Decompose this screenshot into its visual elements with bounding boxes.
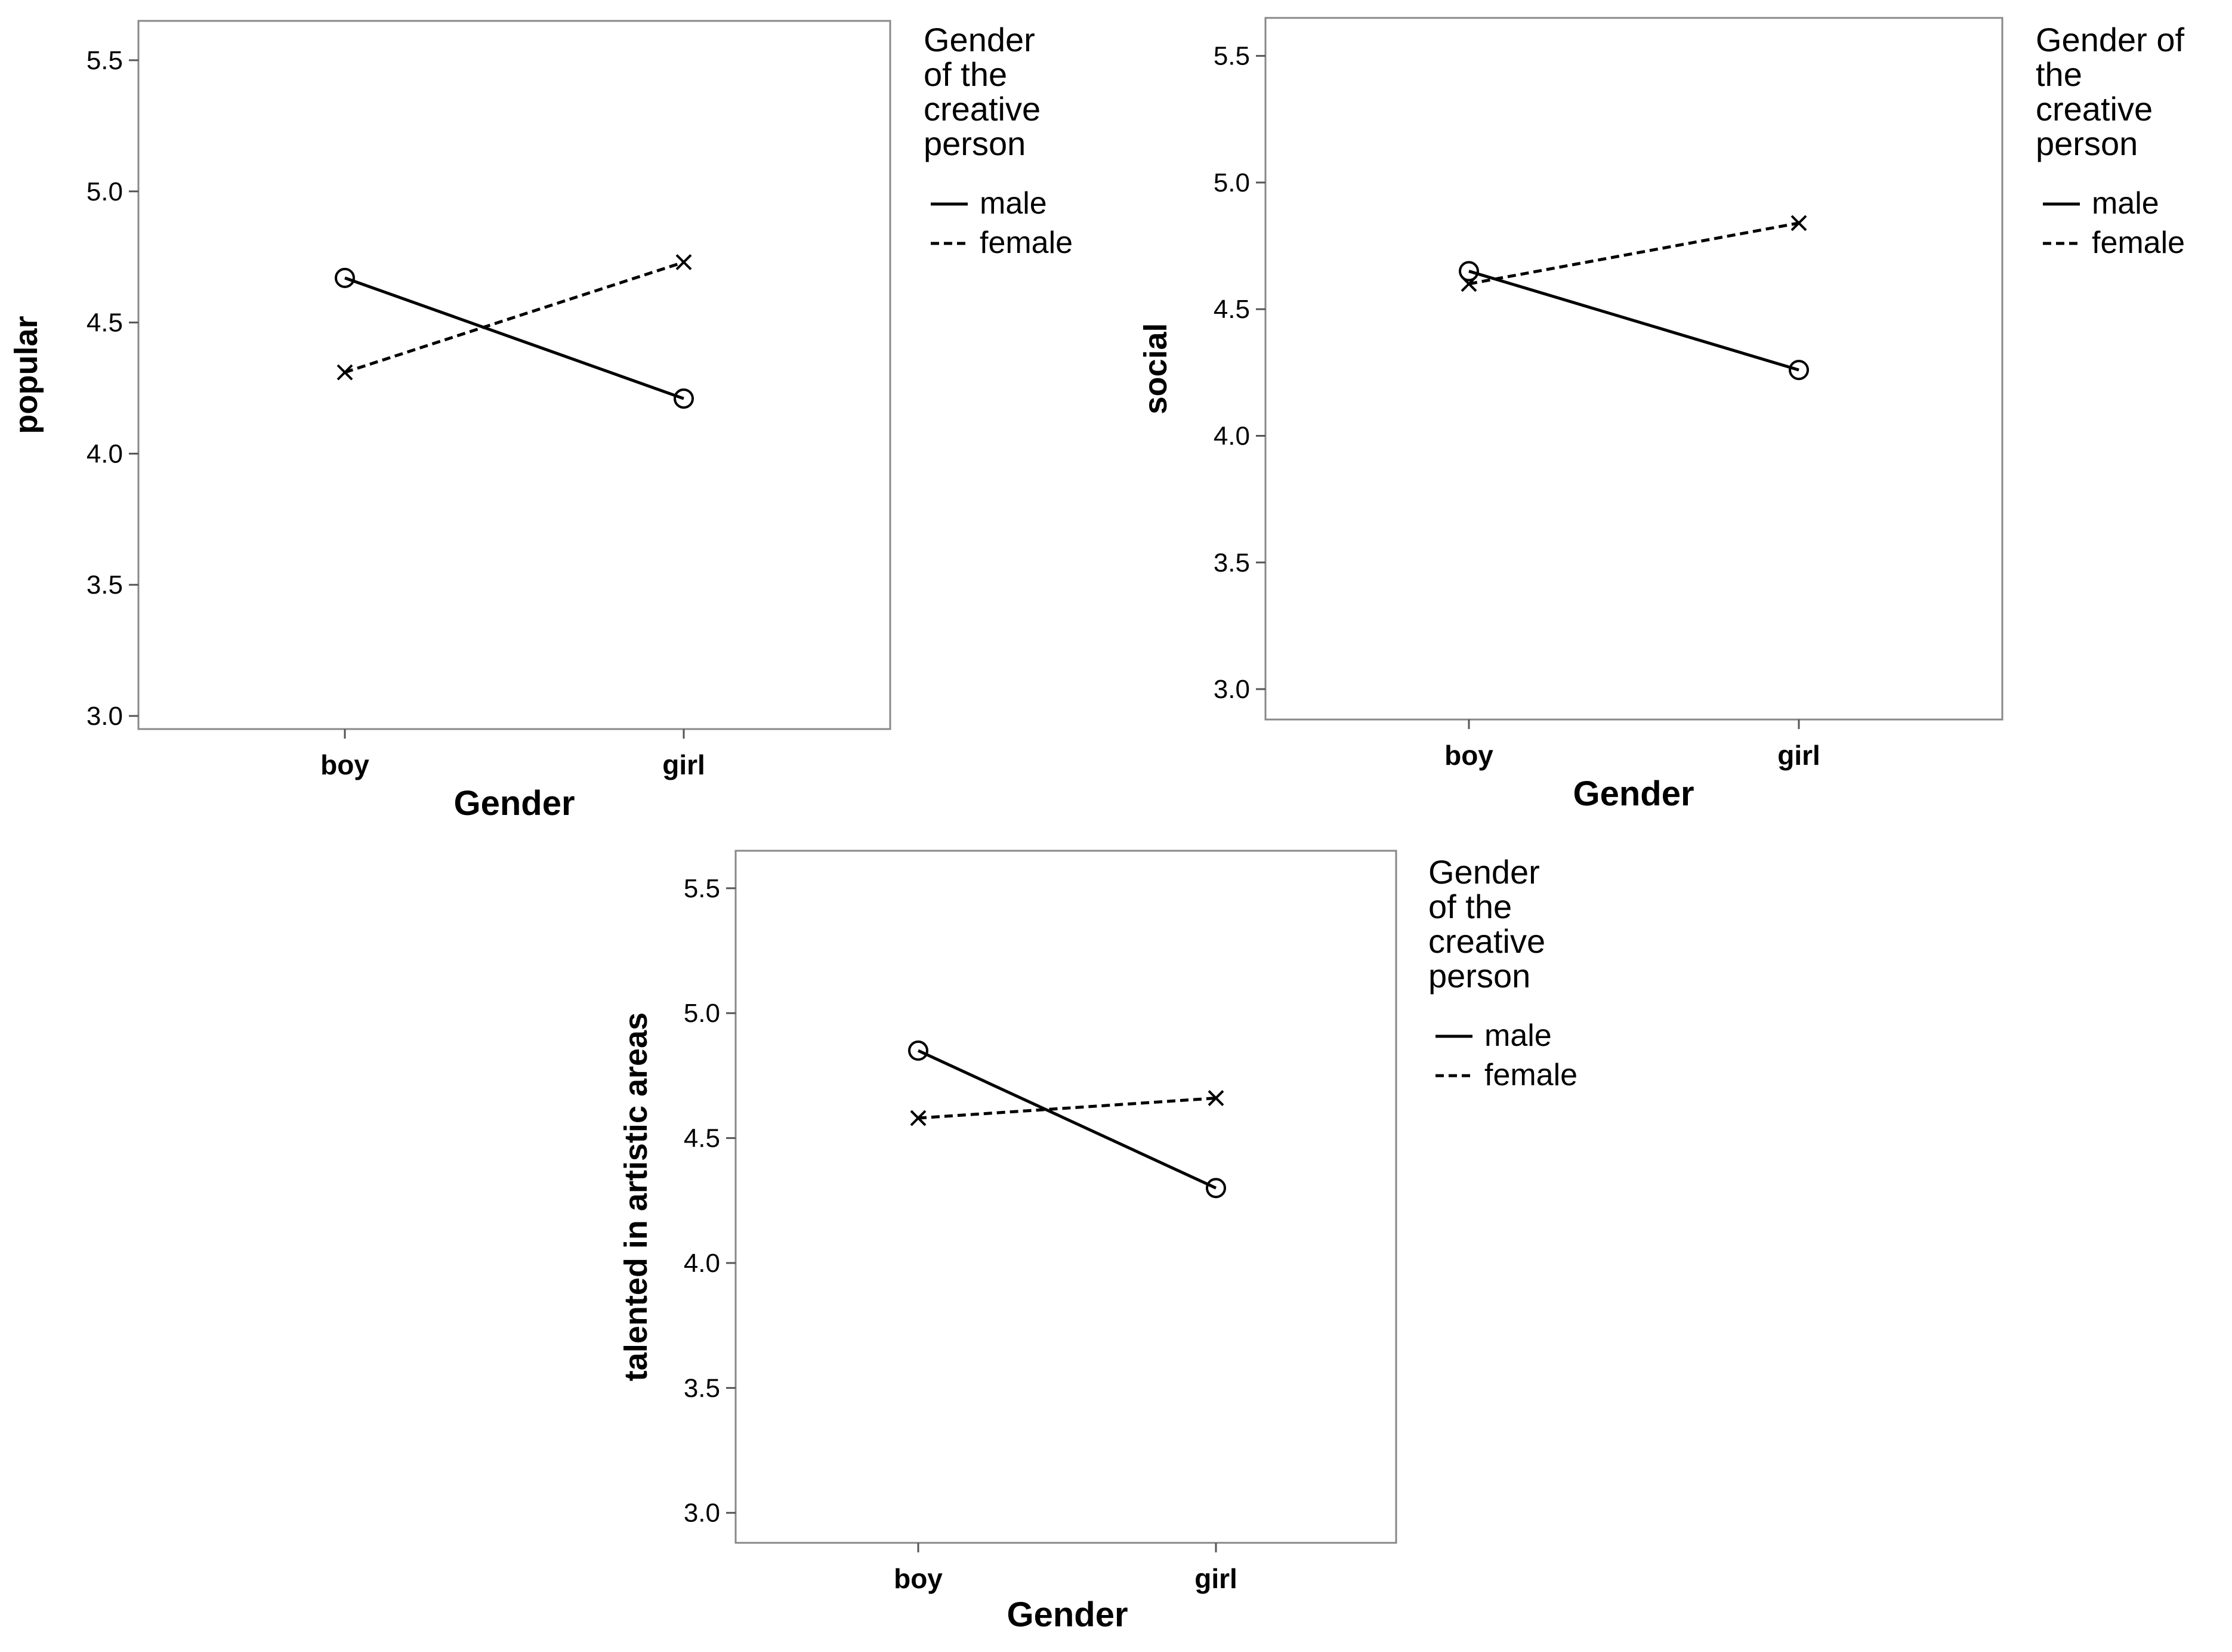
- y-tick-label: 5.0: [684, 999, 720, 1028]
- y-axis-title: talented in artistic areas: [618, 1012, 654, 1381]
- series-line-female: [344, 261, 684, 374]
- legend-title-line: person: [1428, 957, 1530, 995]
- data-point-female: [675, 254, 692, 270]
- plot-area: [734, 850, 1397, 1544]
- x-axis-title: Gender: [1573, 774, 1694, 813]
- data-point-male: [674, 388, 694, 409]
- plot-area: [1264, 17, 2003, 721]
- x-tick-label: boy: [320, 749, 369, 780]
- y-tick-label: 3.5: [1214, 548, 1250, 578]
- y-tick-label: 5.5: [1214, 42, 1250, 71]
- legend-label-female: female: [2092, 226, 2185, 260]
- y-tick-label: 3.0: [684, 1499, 720, 1528]
- data-point-male: [1459, 261, 1479, 282]
- x-tick-label: girl: [1777, 740, 1820, 771]
- data-point-male: [1206, 1178, 1226, 1199]
- marker-x-stroke: [675, 254, 692, 270]
- y-axis-title: social: [1138, 323, 1174, 414]
- series-line-female: [918, 1097, 1217, 1120]
- series-line-male: [344, 276, 684, 400]
- y-tick-label: 4.0: [1214, 422, 1250, 451]
- y-tick-label: 3.0: [1214, 675, 1250, 704]
- y-tick-label: 4.5: [684, 1124, 720, 1153]
- x-axis-title: Gender: [1007, 1595, 1128, 1634]
- legend-label-female: female: [980, 226, 1073, 260]
- y-tick-label: 4.5: [87, 308, 123, 338]
- series-line-female: [1468, 221, 1799, 286]
- x-tick-label: boy: [894, 1563, 943, 1594]
- y-tick-label: 4.0: [684, 1249, 720, 1278]
- chart-social: 3.0 3.5 4.0 4.5 5.0 5.5 boy girl Gender social Gen…: [1138, 17, 2185, 813]
- data-point-male: [1789, 360, 1809, 381]
- legend-title-line: the: [2036, 55, 2082, 93]
- marker-x-stroke: [337, 364, 353, 381]
- y-tick-label: 5.0: [1214, 168, 1250, 197]
- legend-label-male: male: [980, 186, 1047, 221]
- data-point-male: [335, 267, 355, 288]
- y-tick-label: 4.5: [1214, 295, 1250, 324]
- data-point-female: [910, 1110, 927, 1126]
- x-tick-label: girl: [1194, 1563, 1237, 1594]
- series-line-male: [917, 1049, 1217, 1190]
- data-point-female: [1208, 1090, 1224, 1106]
- chart-popular: 3.0 3.5 4.0 4.5 5.0 5.5 boy girl Gender popular Ge…: [8, 20, 1073, 823]
- legend-title-line: creative: [924, 90, 1041, 128]
- plot-area: [137, 20, 891, 730]
- legend-title-line: person: [924, 125, 1026, 162]
- x-tick-label: girl: [662, 749, 705, 780]
- legend-label-male: male: [1484, 1018, 1552, 1053]
- legend-title-line: creative: [2036, 90, 2153, 128]
- y-tick-label: 3.0: [87, 702, 123, 731]
- legend-title-line: of the: [1428, 888, 1512, 925]
- legend-title-line: Gender: [1428, 853, 1540, 891]
- legend-title-line: Gender of: [2036, 21, 2184, 58]
- series-line-male: [1468, 270, 1799, 372]
- y-tick-label: 5.5: [684, 874, 720, 903]
- legend-title-line: person: [2036, 125, 2138, 162]
- legend-title-line: creative: [1428, 922, 1545, 960]
- marker-x-stroke: [1208, 1090, 1224, 1106]
- data-point-female: [1461, 276, 1477, 292]
- data-point-female: [1790, 215, 1807, 231]
- legend-label-male: male: [2092, 186, 2159, 221]
- marker-x-stroke: [1790, 215, 1807, 231]
- marker-x-stroke: [1461, 276, 1477, 292]
- y-tick-label: 3.5: [684, 1373, 720, 1403]
- y-tick-label: 3.5: [87, 570, 123, 600]
- y-tick-label: 5.5: [87, 46, 123, 75]
- x-axis-title: Gender: [453, 784, 575, 823]
- data-point-female: [337, 364, 353, 381]
- y-tick-label: 4.0: [87, 439, 123, 468]
- legend-title-line: of the: [924, 55, 1007, 93]
- data-point-male: [908, 1040, 928, 1061]
- legend-label-female: female: [1484, 1058, 1577, 1092]
- marker-x-stroke: [910, 1110, 927, 1126]
- x-tick-label: boy: [1444, 740, 1493, 771]
- y-axis-title: popular: [8, 316, 44, 434]
- chart-talented: 3.0 3.5 4.0 4.5 5.0 5.5 boy girl Gender talented …: [618, 850, 1577, 1634]
- y-tick-label: 5.0: [87, 177, 123, 206]
- legend-title-line: Gender: [924, 21, 1035, 58]
